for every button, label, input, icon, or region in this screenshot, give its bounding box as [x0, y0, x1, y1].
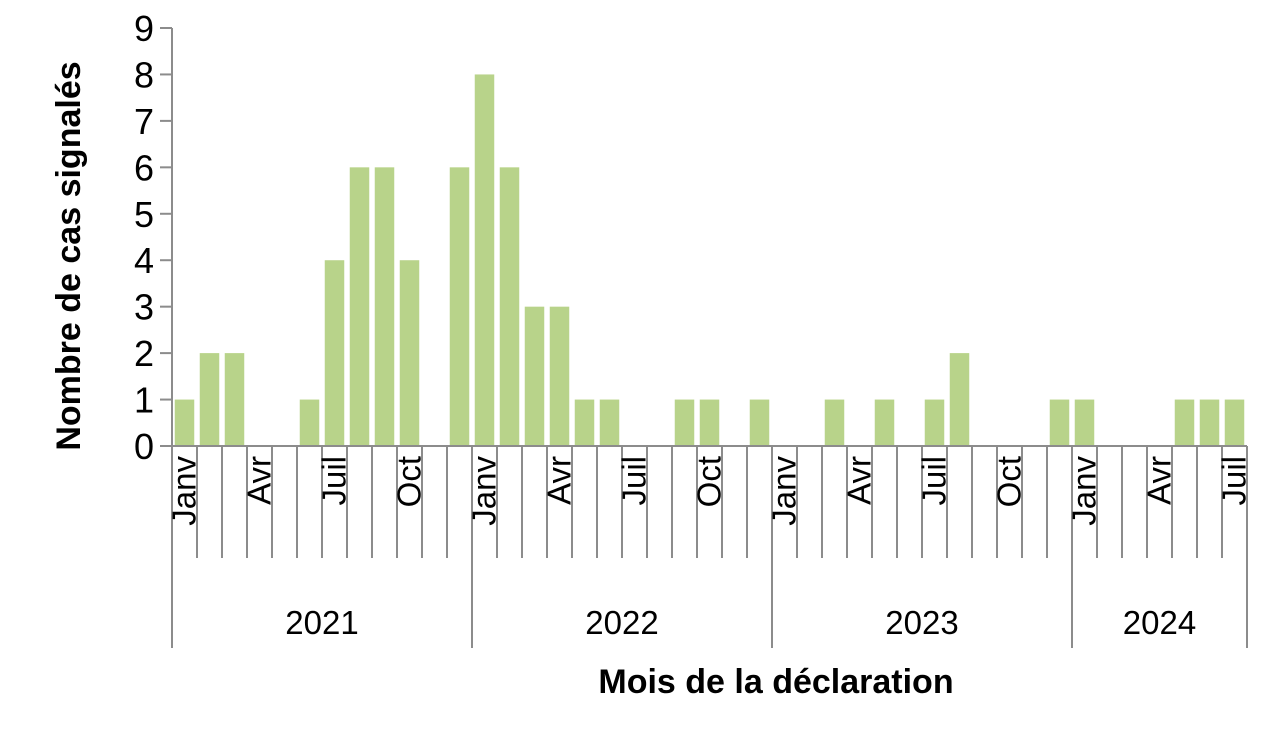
month-tick-label: Janv [766, 456, 803, 526]
bar-month-0 [174, 399, 195, 446]
y-tick-label: 6 [134, 147, 154, 188]
month-tick-label: Avr [541, 456, 578, 505]
year-label-2022: 2022 [585, 604, 658, 641]
month-tick-label: Janv [166, 456, 203, 526]
bar-month-20 [674, 399, 695, 446]
month-tick-label: Juil [616, 456, 653, 506]
bar-month-41 [1199, 399, 1220, 446]
month-tick-label: Avr [1141, 456, 1178, 505]
year-label-2021: 2021 [285, 604, 358, 641]
month-tick-label: Juil [916, 456, 953, 506]
bar-month-40 [1174, 399, 1195, 446]
y-tick-label: 8 [134, 54, 154, 95]
y-tick-label: 1 [134, 380, 154, 421]
bar-month-6 [324, 260, 345, 446]
bar-month-9 [399, 260, 420, 446]
bar-month-31 [949, 353, 970, 446]
year-label-2024: 2024 [1123, 604, 1196, 641]
y-tick-label: 7 [134, 101, 154, 142]
bar-month-21 [699, 399, 720, 446]
bar-month-2 [224, 353, 245, 446]
bar-month-42 [1224, 399, 1245, 446]
bar-month-17 [599, 399, 620, 446]
axes-layer [160, 27, 1248, 648]
bar-month-26 [824, 399, 845, 446]
month-tick-label: Avr [841, 456, 878, 505]
bar-month-14 [524, 306, 545, 446]
month-tick-label: Avr [241, 456, 278, 505]
month-tick-label: Oct [991, 456, 1028, 507]
y-tick-label: 5 [134, 194, 154, 235]
month-tick-label: Janv [1066, 456, 1103, 526]
bar-month-7 [349, 167, 370, 446]
month-tick-label: Juil [1216, 456, 1253, 506]
y-tick-label: 3 [134, 287, 154, 328]
bar-month-1 [199, 353, 220, 446]
bar-month-15 [549, 306, 570, 446]
bar-month-28 [874, 399, 895, 446]
y-tick-label: 4 [134, 240, 154, 281]
bar-month-35 [1049, 399, 1070, 446]
bar-month-36 [1074, 399, 1095, 446]
bar-month-23 [749, 399, 770, 446]
bar-month-12 [474, 74, 495, 446]
y-tick-label: 9 [134, 8, 154, 49]
month-tick-label: Janv [466, 456, 503, 526]
month-tick-label: Oct [691, 456, 728, 507]
bar-month-13 [499, 167, 520, 446]
bar-month-8 [374, 167, 395, 446]
labels-layer: 0 1 2 3 4 5 6 7 8 9 Janv Avr Juil Oct Janv Avr Juil Oct Ja… [134, 8, 1253, 641]
bar-month-30 [924, 399, 945, 446]
bar-month-5 [299, 399, 320, 446]
month-tick-label: Oct [391, 456, 428, 507]
bars-layer [174, 74, 1245, 446]
month-tick-label: Juil [316, 456, 353, 506]
bar-month-16 [574, 399, 595, 446]
y-axis-title: Nombre de cas signalés [50, 61, 88, 450]
bar-month-11 [449, 167, 470, 446]
year-label-2023: 2023 [885, 604, 958, 641]
x-axis-title: Mois de la déclaration [598, 663, 953, 701]
y-tick-label: 0 [134, 426, 154, 467]
y-tick-label: 2 [134, 333, 154, 374]
